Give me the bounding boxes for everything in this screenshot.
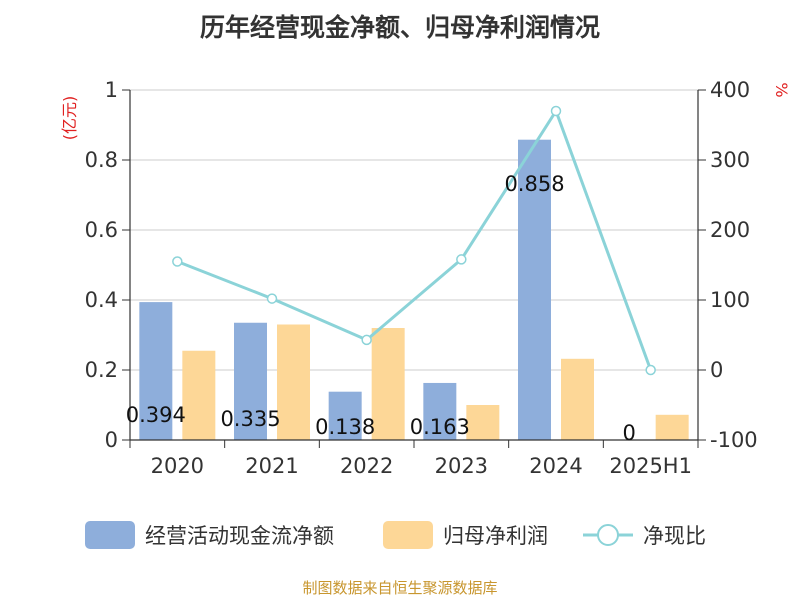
ratio-point xyxy=(456,254,467,265)
axes: 0 0.2 0.4 0.6 0.8 1 -100 0 100 200 300 400 2020 2021 2… xyxy=(85,78,758,478)
right-axis-tick-label: 400 xyxy=(710,78,750,102)
ratio-point xyxy=(361,334,372,346)
bar-netprofit xyxy=(466,405,500,440)
ratio-point xyxy=(266,293,278,304)
left-axis-tick-label: 0.8 xyxy=(85,148,118,172)
right-axis-tick-label: -100 xyxy=(710,428,758,452)
bars-group xyxy=(139,139,689,440)
legend-label: 经营活动现金流净额 xyxy=(145,524,334,548)
legend-label: 净现比 xyxy=(643,524,706,548)
right-axis-tick-label: 300 xyxy=(710,148,750,172)
x-axis-tick-label: 2023 xyxy=(435,454,488,478)
bar-cashflow xyxy=(234,322,267,440)
bar-netprofit xyxy=(655,414,689,440)
x-axis-tick-label: 2020 xyxy=(151,454,204,478)
left-axis-tick-label: 0 xyxy=(105,428,118,452)
x-axis-tick-label: 2025H1 xyxy=(609,454,692,478)
bar-netprofit xyxy=(371,328,405,440)
bar-netprofit xyxy=(561,358,594,440)
right-axis-unit: % xyxy=(772,82,791,97)
legend-label: 归母净利润 xyxy=(443,524,548,548)
bar-value-label: 0 xyxy=(622,421,635,445)
right-axis-tick-label: 0 xyxy=(710,358,723,382)
x-axis-tick-label: 2024 xyxy=(529,454,582,478)
right-axis-tick-label: 100 xyxy=(710,288,750,312)
ratio-line-group xyxy=(172,105,656,376)
bar-value-label: 0.138 xyxy=(315,415,375,439)
bar-value-label: 0.394 xyxy=(126,403,186,427)
left-axis-tick-label: 0.4 xyxy=(85,288,118,312)
legend-swatch xyxy=(85,521,135,549)
legend-swatch xyxy=(383,521,433,549)
bar-netprofit xyxy=(277,324,310,440)
chart-title: 历年经营现金净额、归母净利润情况 xyxy=(200,13,600,42)
left-axis-tick-label: 0.2 xyxy=(85,358,118,382)
bar-cashflow xyxy=(328,391,362,440)
data-labels: 0.394 0.335 0.138 0.163 0.858 0 xyxy=(126,172,636,445)
bar-cashflow xyxy=(139,302,173,440)
legend: 经营活动现金流净额 归母净利润 净现比 xyxy=(85,521,706,549)
x-axis-tick-label: 2022 xyxy=(340,454,393,478)
source-note: 制图数据来自恒生聚源数据库 xyxy=(302,579,497,597)
right-axis-tick-label: 200 xyxy=(710,218,750,242)
left-axis-tick-label: 1 xyxy=(105,78,118,102)
bar-value-label: 0.335 xyxy=(220,407,280,431)
left-axis-unit: (亿元) xyxy=(60,96,79,141)
bar-value-label: 0.163 xyxy=(410,415,470,439)
bar-netprofit xyxy=(182,350,216,440)
ratio-point xyxy=(645,364,656,376)
bar-cashflow xyxy=(518,139,551,440)
bar-cashflow xyxy=(423,382,457,440)
ratio-point xyxy=(550,105,562,117)
ratio-point xyxy=(172,256,183,267)
left-axis-tick-label: 0.6 xyxy=(85,218,118,242)
legend-marker xyxy=(597,524,619,546)
ratio-line xyxy=(176,107,653,371)
bar-value-label: 0.858 xyxy=(504,172,564,196)
x-axis-tick-label: 2021 xyxy=(245,454,298,478)
